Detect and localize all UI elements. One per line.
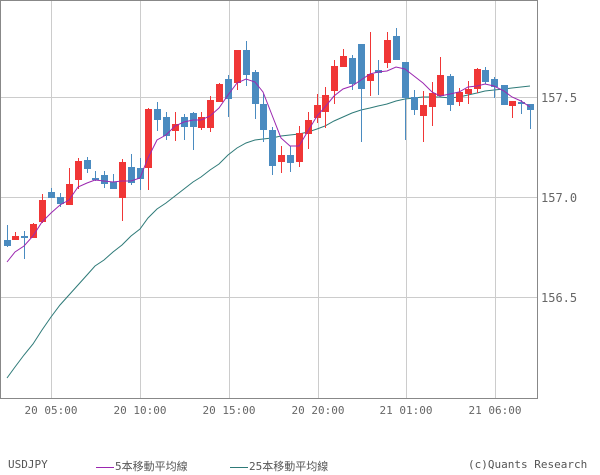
grid-lines — [1, 1, 537, 398]
ma5-swatch — [96, 466, 114, 468]
symbol-label: USDJPY — [8, 458, 48, 471]
y-tick-label: 157.0 — [541, 191, 577, 205]
ma5-label: 5本移動平均線 — [115, 460, 188, 473]
ma25-label: 25本移動平均線 — [249, 460, 329, 473]
y-tick-label: 156.5 — [541, 291, 577, 305]
y-axis-labels: 157.5 157.0 156.5 — [541, 91, 577, 305]
x-tick-label: 20 10:00 — [114, 404, 167, 417]
ma25-line — [6, 85, 531, 379]
x-tick-label: 20 20:00 — [292, 404, 345, 417]
ma25-swatch — [230, 466, 248, 468]
x-tick-label: 20 05:00 — [25, 404, 78, 417]
y-tick-label: 157.5 — [541, 91, 577, 105]
x-tick-label: 21 01:00 — [380, 404, 433, 417]
ma5-line — [6, 66, 531, 263]
candles — [4, 28, 534, 259]
x-tick-label: 20 15:00 — [203, 404, 256, 417]
x-tick-label: 21 06:00 — [469, 404, 522, 417]
legend-ma25: 25本移動平均線 — [230, 458, 328, 474]
plot-border — [0, 0, 538, 399]
credit-label: (c)Quants Research — [468, 458, 588, 471]
legend-ma5: 5本移動平均線 — [96, 458, 188, 474]
x-axis-labels: 20 05:00 20 10:00 20 15:00 20 20:00 21 01:00… — [25, 404, 522, 417]
